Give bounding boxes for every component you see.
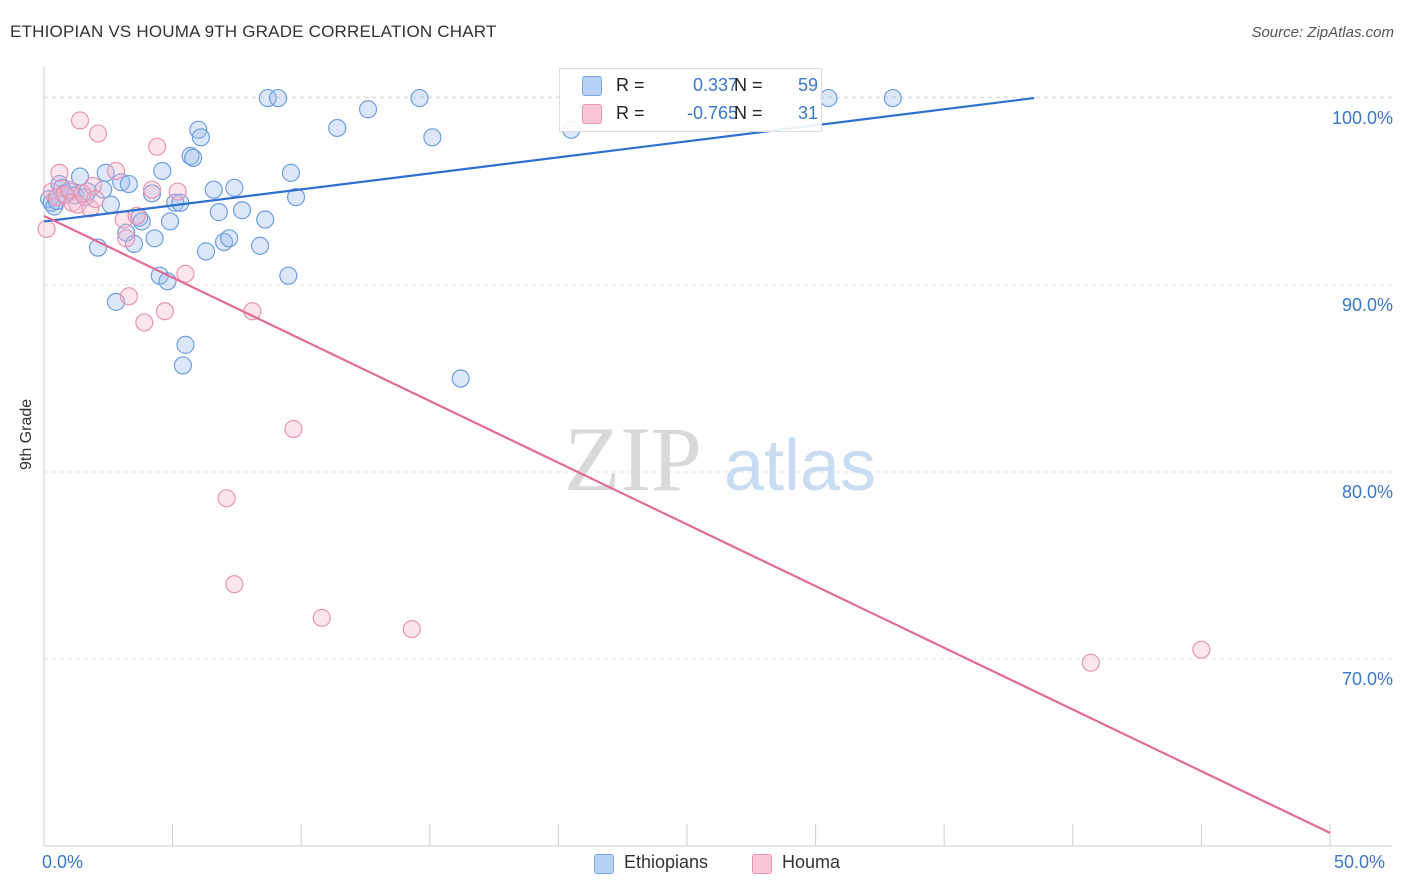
ethiopians-point (184, 148, 203, 167)
y-tick-label: 100.0% (1332, 108, 1393, 128)
houma-point (148, 137, 167, 156)
ethiopians-point (258, 88, 277, 108)
ethiopians-point (209, 203, 228, 222)
houma-point (312, 608, 331, 627)
chart-title: ETHIOPIAN VS HOUMA 9TH GRADE CORRELATION… (10, 22, 497, 41)
ethiopians-point (220, 229, 239, 248)
ethiopians-point (232, 201, 252, 220)
houma-point (168, 182, 187, 201)
ethiopians-point (281, 163, 301, 182)
houma-point (50, 163, 69, 182)
ethiopians-swatch (582, 76, 602, 96)
legend-label: Ethiopians (624, 852, 709, 872)
n-value: 59 (797, 75, 818, 95)
houma-point (155, 302, 174, 321)
ethiopians-point (166, 193, 185, 212)
y-tick-label: 90.0% (1342, 295, 1393, 315)
houma-point (402, 619, 421, 639)
watermark-atlas: atlas (724, 426, 876, 506)
ethiopians-point (173, 356, 192, 375)
houma-point (88, 124, 108, 143)
houma-point (1192, 640, 1211, 659)
ethiopians-point (160, 212, 180, 231)
houma-point (55, 186, 74, 205)
grid-lines (44, 96, 1392, 660)
n-label: N = (734, 75, 763, 95)
series-legend: Ethiopians Houma (0, 852, 1406, 878)
ethiopians-point (410, 88, 429, 108)
ethiopians-point (819, 88, 838, 108)
ethiopians-point (256, 210, 275, 229)
houma-point (142, 180, 162, 199)
x-tick-label-min: 0.0% (42, 852, 84, 872)
legend-label: Houma (782, 852, 841, 872)
houma-point (1081, 653, 1100, 672)
axes (43, 66, 1392, 847)
ethiopians-point (145, 229, 164, 248)
ethiopians-trend-line (43, 96, 1035, 223)
ethiopians-point (181, 146, 200, 166)
ethiopians-point (191, 128, 210, 147)
trend-lines (43, 96, 1331, 834)
x-tick-label-max: 50.0% (1334, 852, 1386, 872)
ethiopians-point (358, 100, 378, 119)
r-label: R = (616, 103, 645, 123)
houma-point (81, 199, 100, 218)
ethiopians-point (250, 236, 270, 255)
ethiopians-point (451, 369, 470, 388)
ethiopians-point (132, 212, 151, 231)
n-value: 31 (797, 103, 818, 123)
houma-point (106, 161, 126, 181)
houma-point (119, 287, 138, 306)
houma-point (135, 313, 154, 332)
houma-point (284, 419, 303, 439)
ethiopians-point (176, 335, 195, 354)
ethiopians-point (153, 161, 172, 181)
watermark-zip: ZIP (564, 408, 702, 510)
y-tick-label: 80.0% (1342, 482, 1393, 502)
houma-point (70, 111, 90, 130)
chart-source: Source: ZipAtlas.com (1251, 24, 1394, 41)
ethiopians-point (196, 242, 216, 261)
houma-point (243, 302, 262, 321)
ethiopians-point (204, 180, 223, 199)
houma-point (117, 229, 136, 248)
ethiopians-point (268, 88, 288, 108)
r-value: 0.337 (692, 75, 738, 95)
houma-swatch (582, 104, 602, 124)
n-label: N = (734, 103, 763, 123)
ethiopians-point (225, 178, 244, 197)
ethiopians-legend-swatch (594, 854, 614, 874)
y-tick-label: 70.0% (1342, 669, 1393, 689)
ethiopians-point (279, 266, 298, 285)
ethiopians-point (423, 128, 442, 147)
houma-point (37, 219, 56, 239)
houma-point (127, 206, 146, 225)
ethiopians-point (286, 188, 306, 207)
ethiopians-point (101, 195, 120, 214)
ethiopians-point (328, 118, 347, 138)
data-points (37, 88, 1211, 672)
y-tick-labels: 70.0% 80.0% 90.0% 100.0% (1332, 108, 1393, 689)
ethiopians-point (189, 120, 208, 139)
stats-legend: R = 0.337 N = 59 R = -0.765 N = 31 (559, 68, 822, 132)
r-label: R = (616, 75, 645, 95)
houma-trend-line (43, 214, 1331, 834)
houma-point (176, 264, 195, 283)
houma-point (225, 575, 244, 594)
houma-point (86, 189, 105, 209)
ethiopians-point (119, 174, 138, 194)
houma-legend-swatch (752, 854, 772, 874)
houma-point (217, 489, 236, 508)
ethiopians-point (883, 88, 902, 108)
r-value: -0.765 (686, 103, 738, 123)
